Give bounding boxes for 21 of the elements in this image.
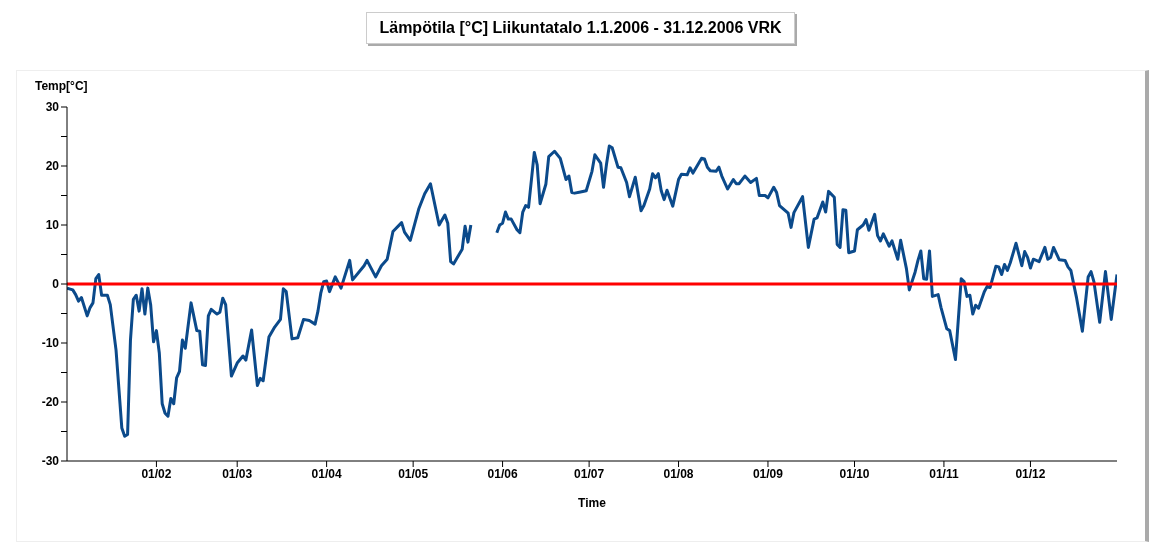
x-tick-label: 01/04 bbox=[311, 466, 342, 481]
x-tick-label: 01/09 bbox=[752, 466, 784, 481]
y-axis-title: Temp[°C] bbox=[35, 79, 88, 93]
y-tick-label: -30 bbox=[41, 454, 60, 469]
x-axis-title: Time bbox=[578, 496, 607, 510]
x-tick-label: 01/06 bbox=[487, 466, 518, 481]
x-tick-label: 01/05 bbox=[398, 466, 429, 481]
x-tick-label: 01/11 bbox=[929, 466, 959, 481]
x-tick-label: 01/02 bbox=[141, 466, 172, 481]
y-tick-label: 0 bbox=[52, 277, 60, 292]
y-tick-label: 30 bbox=[45, 100, 60, 115]
x-tick-label: 01/10 bbox=[839, 466, 870, 481]
x-tick-label: 01/07 bbox=[574, 466, 605, 481]
chart-title: Lämpötila [°C] Liikuntatalo 1.1.2006 - 31.12.2006 VRK bbox=[366, 12, 795, 44]
y-tick-label: 10 bbox=[45, 218, 60, 233]
y-tick-label: -20 bbox=[41, 395, 60, 410]
x-tick-label: 01/08 bbox=[663, 466, 694, 481]
y-tick-label: -10 bbox=[41, 336, 60, 351]
x-tick-label: 01/12 bbox=[1015, 466, 1046, 481]
x-tick-label: 01/03 bbox=[222, 466, 253, 481]
y-tick-label: 20 bbox=[45, 159, 60, 174]
